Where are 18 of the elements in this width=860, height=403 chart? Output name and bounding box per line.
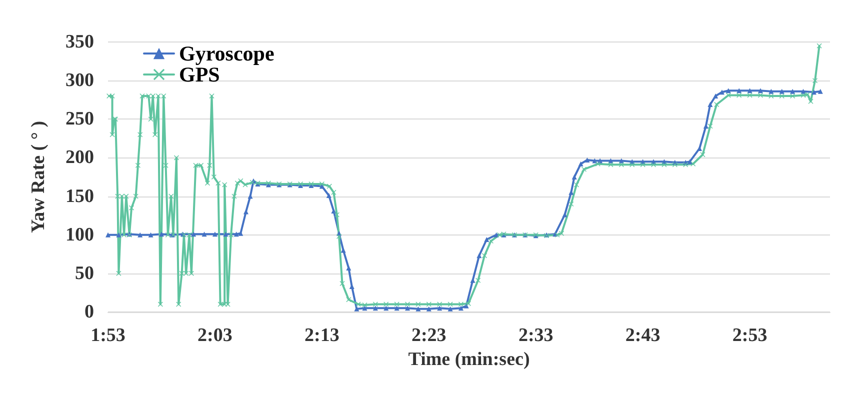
y-tick-label: 100 — [66, 224, 94, 246]
y-tick-label: 250 — [66, 108, 94, 130]
y-tick-label: 0 — [84, 302, 94, 322]
x-tick-label: 2:53 — [732, 325, 768, 346]
x-tick-label: 2:03 — [198, 325, 232, 346]
legend-label: Gyroscope — [179, 42, 274, 66]
x-tick-label: 2:43 — [625, 325, 660, 346]
y-tick-label: 200 — [66, 147, 94, 168]
y-tick-label: 300 — [66, 70, 94, 92]
y-axis-title: Yaw Rate ( ° ) — [28, 120, 49, 234]
x-tick-label: 2:13 — [304, 325, 340, 346]
x-tick-label: 2:23 — [411, 325, 446, 346]
y-tick-label: 350 — [66, 32, 94, 52]
y-tick-label: 150 — [66, 186, 94, 207]
x-tick-label: 2:33 — [518, 325, 554, 346]
y-tick-label: 50 — [75, 262, 94, 284]
x-axis-title: Time (min:sec) — [408, 349, 530, 370]
x-tick-label: 1:53 — [90, 325, 126, 346]
